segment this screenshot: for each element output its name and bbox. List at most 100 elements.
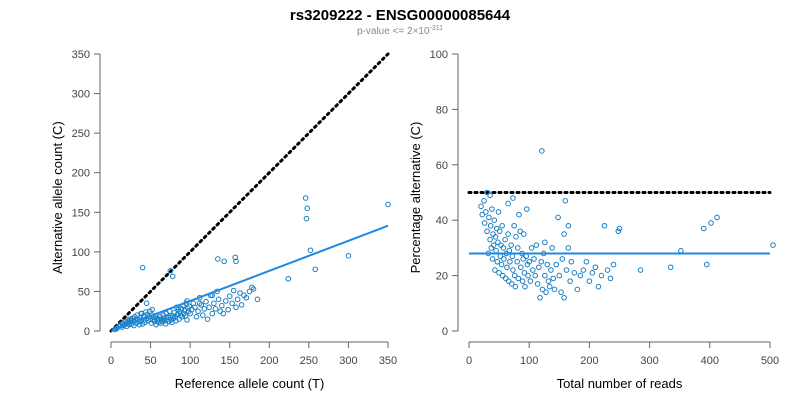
y-tick-label: 350 bbox=[72, 49, 90, 61]
x-tick-label: 200 bbox=[260, 355, 278, 367]
data-point bbox=[312, 266, 318, 273]
y-tick-label: 100 bbox=[430, 49, 448, 61]
data-point bbox=[567, 278, 573, 284]
data-point bbox=[196, 300, 203, 307]
data-point bbox=[548, 267, 554, 273]
data-point bbox=[201, 306, 208, 312]
x-tick-label: 150 bbox=[221, 355, 239, 367]
chart-subtitle: p-value <= 2×10-311 bbox=[357, 25, 443, 37]
data-point bbox=[203, 298, 209, 305]
data-point bbox=[169, 313, 176, 319]
data-point bbox=[204, 316, 211, 322]
data-point bbox=[138, 310, 144, 317]
data-point bbox=[481, 220, 488, 226]
data-point bbox=[562, 198, 569, 204]
data-point bbox=[184, 317, 190, 323]
data-point bbox=[250, 286, 257, 292]
data-point bbox=[496, 228, 503, 235]
data-point bbox=[233, 304, 239, 311]
fit-line bbox=[110, 224, 389, 332]
data-point bbox=[230, 287, 237, 294]
y-tick-label: 300 bbox=[72, 89, 90, 101]
data-point bbox=[517, 264, 524, 271]
data-point bbox=[501, 256, 507, 262]
data-point bbox=[523, 206, 530, 212]
data-point bbox=[167, 268, 174, 274]
data-point bbox=[179, 313, 186, 320]
data-point bbox=[508, 281, 515, 287]
data-point bbox=[561, 294, 567, 301]
data-point bbox=[546, 283, 553, 290]
data-point bbox=[549, 245, 555, 251]
data-point bbox=[520, 256, 526, 262]
data-point bbox=[667, 264, 674, 271]
data-point bbox=[565, 222, 572, 229]
x-axis-title: Total number of reads bbox=[557, 376, 683, 391]
data-point bbox=[513, 234, 519, 240]
x-tick-label: 300 bbox=[339, 355, 357, 367]
data-point bbox=[574, 286, 581, 293]
data-point bbox=[211, 300, 217, 307]
data-point bbox=[571, 270, 578, 276]
data-point bbox=[499, 272, 506, 279]
data-point bbox=[489, 256, 496, 262]
data-point bbox=[595, 283, 602, 290]
x-tick-label: 100 bbox=[181, 355, 199, 367]
y-tick-label: 60 bbox=[436, 160, 448, 172]
data-point bbox=[502, 236, 508, 243]
data-point bbox=[559, 256, 566, 262]
data-point bbox=[544, 261, 551, 268]
data-point bbox=[217, 308, 224, 315]
data-point bbox=[505, 278, 512, 284]
data-point bbox=[550, 275, 557, 282]
data-point bbox=[506, 247, 513, 254]
data-point bbox=[700, 225, 707, 232]
data-point bbox=[490, 242, 497, 248]
data-point bbox=[238, 302, 245, 308]
data-point bbox=[523, 253, 529, 260]
data-point bbox=[507, 258, 513, 265]
data-point bbox=[558, 289, 564, 296]
data-point bbox=[484, 228, 490, 235]
data-point bbox=[206, 304, 212, 311]
data-point bbox=[483, 209, 489, 215]
y-tick-label: 150 bbox=[72, 207, 90, 219]
data-point bbox=[254, 296, 261, 303]
data-point bbox=[556, 272, 563, 279]
data-point bbox=[498, 261, 505, 268]
left-panel-scatter: 0 50 100 150 200 250 300 350 0 50 100 150 200 250 300 3… bbox=[50, 49, 397, 391]
data-point bbox=[487, 192, 493, 199]
data-point bbox=[543, 289, 549, 296]
data-point bbox=[525, 272, 531, 279]
data-point bbox=[178, 306, 185, 312]
subtitle-prefix: p-value <= 2×10 bbox=[357, 26, 430, 37]
data-point bbox=[565, 245, 572, 251]
data-point bbox=[249, 284, 255, 291]
data-point bbox=[212, 306, 219, 312]
data-point bbox=[539, 286, 546, 293]
data-point bbox=[610, 261, 617, 268]
data-point bbox=[521, 270, 528, 276]
data-point bbox=[532, 272, 539, 279]
data-point bbox=[505, 231, 511, 237]
data-point bbox=[487, 222, 494, 229]
data-point bbox=[504, 264, 510, 271]
data-point bbox=[285, 275, 292, 282]
y-tick-label: 100 bbox=[72, 247, 90, 259]
data-point bbox=[517, 228, 523, 235]
data-point bbox=[637, 267, 644, 273]
data-point bbox=[708, 220, 714, 226]
data-point bbox=[592, 264, 599, 271]
x-tick-label: 0 bbox=[108, 355, 114, 367]
data-point bbox=[527, 278, 534, 284]
data-point bbox=[160, 312, 167, 318]
data-point bbox=[515, 275, 522, 282]
y-tick-label: 20 bbox=[436, 271, 448, 283]
data-point bbox=[494, 258, 501, 265]
data-point bbox=[598, 272, 605, 279]
x-tick-label: 350 bbox=[379, 355, 397, 367]
data-point bbox=[553, 261, 560, 268]
data-point bbox=[601, 222, 608, 229]
data-point bbox=[226, 293, 233, 299]
data-point bbox=[220, 310, 227, 317]
